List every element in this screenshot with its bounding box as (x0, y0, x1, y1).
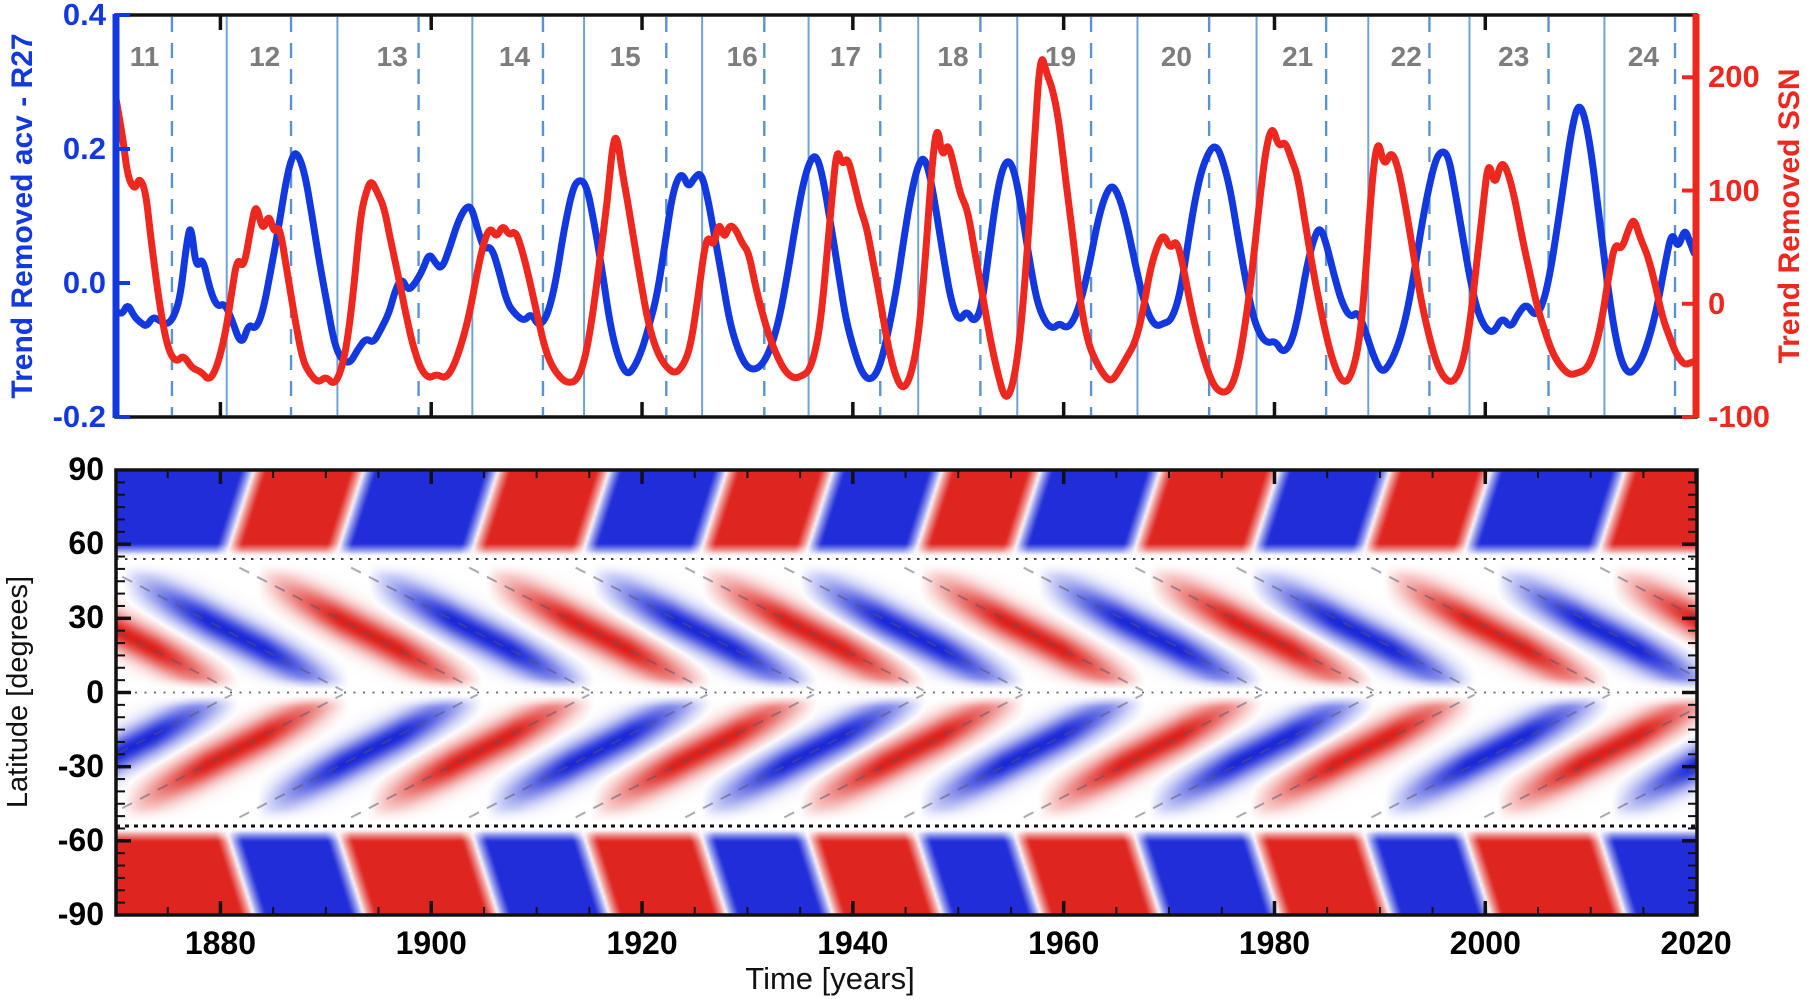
time-axis-title: Time [years] (745, 961, 915, 996)
top-axis-tick (218, 15, 223, 30)
right-tick-label: 200 (1708, 59, 1760, 95)
top-axis-tick (1272, 402, 1277, 417)
latitude-tick-label: -90 (57, 896, 104, 932)
cycle-number-label: 17 (830, 41, 861, 72)
top-axis-tick (1483, 402, 1488, 417)
cycle-number-label: 11 (130, 41, 160, 72)
year-tick-label: 1940 (817, 925, 889, 961)
right-tick-label: -100 (1708, 399, 1771, 434)
top-axis-tick (640, 402, 644, 417)
year-tick-label: 1900 (395, 925, 467, 961)
latitude-tick-label: -30 (57, 747, 104, 784)
cycle-number-label: 22 (1391, 41, 1422, 72)
year-tick-label: 1980 (1238, 925, 1311, 961)
top-axis-tick (851, 15, 855, 30)
right-axis-tick (1682, 415, 1693, 419)
cycle-number-label: 23 (1498, 41, 1529, 72)
year-tick-label: 1960 (1028, 925, 1100, 961)
left-tick-label: -0.2 (52, 399, 106, 434)
top-axis-tick (429, 402, 433, 417)
left-axis-spine (112, 14, 120, 418)
top-axis-tick (1483, 15, 1488, 30)
right-axis-tick (1682, 188, 1693, 193)
right-axis-tick (1682, 301, 1693, 306)
cycle-number-label: 21 (1282, 41, 1313, 72)
left-axis-tick (119, 281, 130, 285)
top-axis-tick (640, 15, 644, 30)
top-axis-tick (1061, 15, 1066, 30)
cycle-number-label: 19 (1045, 41, 1076, 72)
latitude-tick-label: -60 (57, 821, 104, 858)
right-axis-spine (1692, 14, 1700, 418)
right-tick-label: 0 (1708, 285, 1726, 321)
top-axis-tick (218, 402, 223, 417)
latitude-tick-label: 0 (86, 673, 104, 710)
cycle-number-label: 24 (1628, 41, 1660, 72)
ssn-curve (117, 56, 1695, 400)
top-axis-tick (1272, 15, 1277, 30)
cycle-number-label: 20 (1161, 41, 1192, 72)
year-tick-label: 2000 (1449, 925, 1521, 961)
cycle-number-label: 13 (377, 41, 408, 72)
left-axis-title: Trend Removed acv - R27 (6, 33, 39, 399)
cycle-number-label: 14 (499, 41, 531, 72)
year-tick-label: 1920 (606, 925, 678, 961)
top-axis-tick (851, 402, 855, 417)
cycle-number-label: 16 (727, 41, 758, 72)
curves-group (117, 56, 1695, 400)
cycle-number-label: 15 (610, 41, 641, 72)
year-tick-label: 1880 (184, 925, 256, 961)
cycle-timeseries-panel: 11 12 13 14 15 16 17 18 19 20 21 22 23 24 (112, 13, 1700, 419)
acv-r27-curve (117, 103, 1695, 383)
right-axis-tick (1682, 75, 1693, 80)
right-tick-label: 100 (1708, 172, 1760, 208)
left-axis-tick (119, 415, 130, 419)
cycle-number-label: 12 (249, 41, 280, 72)
left-axis-tick (119, 13, 130, 17)
left-tick-label: 0.4 (62, 0, 106, 32)
butterfly-diagram-canvas (117, 471, 1696, 914)
latitude-tick-label: 60 (68, 525, 104, 562)
top-axis-tick (1061, 402, 1066, 417)
year-tick-label: 2020 (1660, 925, 1732, 961)
left-tick-label: 0.2 (62, 131, 106, 166)
left-tick-label: 0.0 (62, 265, 106, 300)
top-axis-tick (429, 15, 433, 30)
left-axis-tick (119, 147, 130, 151)
latitude-tick-label: 90 (68, 451, 104, 487)
latitude-tick-label: 30 (68, 599, 104, 636)
cycle-number-label: 18 (937, 41, 968, 72)
